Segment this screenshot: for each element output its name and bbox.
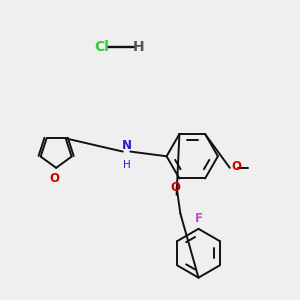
Text: Cl: Cl: [94, 40, 109, 54]
Text: O: O: [231, 160, 241, 173]
Text: H: H: [123, 160, 131, 170]
Text: N: N: [122, 139, 131, 152]
Text: O: O: [171, 181, 181, 194]
Text: F: F: [194, 212, 202, 225]
Text: H: H: [133, 40, 145, 54]
Text: O: O: [50, 172, 60, 184]
